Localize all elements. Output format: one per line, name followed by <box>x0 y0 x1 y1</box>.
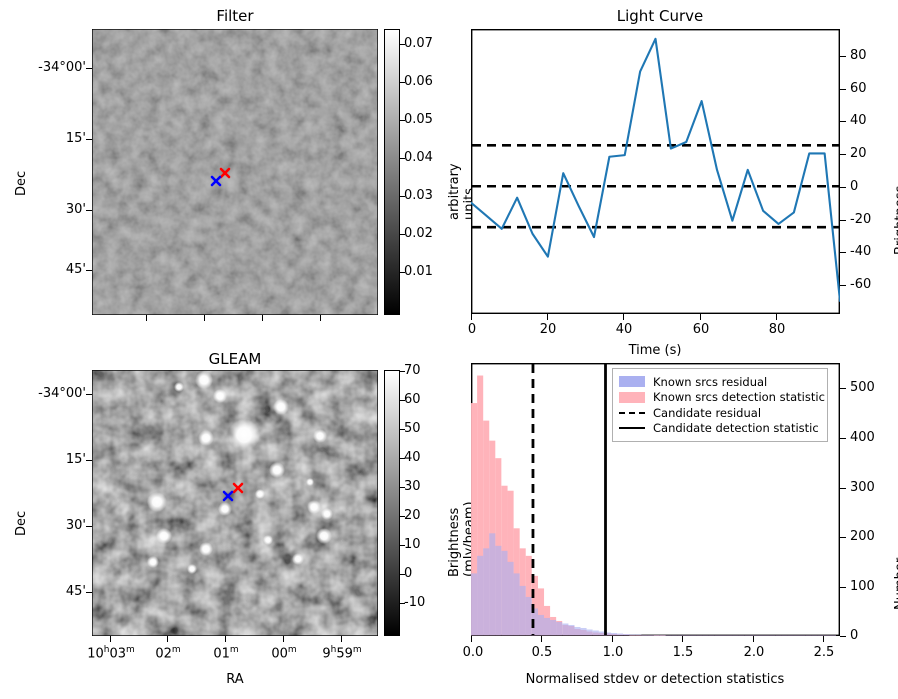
ra-tick-3: 00m <box>271 645 297 662</box>
histogram-threshold-lines <box>531 364 607 635</box>
lightcurve-ylabel: Brightness (mJy/beam) <box>893 185 898 255</box>
legend-line-dashed <box>619 411 645 414</box>
filter-colorbar-gradient <box>384 29 400 315</box>
histogram-ylabel: Number of Sources <box>893 557 898 610</box>
lightcurve-plot <box>471 29 840 314</box>
gleam-colorbar-gradient <box>384 370 400 636</box>
ra-tick-2: 01m <box>213 645 239 662</box>
gleam-title: GLEAM <box>208 350 262 368</box>
histogram-xlabel: Normalised stdev or detection statistics <box>525 672 785 687</box>
ra-tick-0: 10h03m <box>87 645 135 662</box>
filter-markers <box>210 167 231 187</box>
legend-swatch-detection <box>619 391 645 403</box>
legend-item-candidate-detection-statistic: Candidate detection statistic <box>619 421 820 437</box>
histogram-legend: Known srcs residual Known srcs detection… <box>612 368 828 442</box>
ra-tick-1: 02m <box>155 645 181 662</box>
lightcurve-xlabel: Time (s) <box>628 343 682 358</box>
gleam-sky-image <box>92 370 378 636</box>
lightcurve-threshold-lines <box>472 143 839 229</box>
legend-item-known-srcs-detection-statistic: Known srcs detection statistic <box>619 390 825 406</box>
filter-title: Filter <box>216 7 254 25</box>
lightcurve-series <box>471 37 840 302</box>
filter-sky-image <box>92 29 378 315</box>
lightcurve-title: Light Curve <box>616 7 704 25</box>
legend-swatch-residual <box>619 376 645 388</box>
filter-ylabel: Dec <box>14 170 29 196</box>
gleam-xlabel: RA <box>226 672 244 687</box>
histogram-bars-residual <box>471 533 836 636</box>
gleam-markers <box>222 482 244 502</box>
legend-line-solid <box>619 427 645 430</box>
gleam-point-sources <box>147 371 333 574</box>
gleam-ylabel: Dec <box>14 510 29 536</box>
legend-item-known-srcs-residual: Known srcs residual <box>619 374 820 390</box>
legend-item-candidate-residual: Candidate residual <box>619 405 820 421</box>
ra-tick-4: 9h59m <box>322 645 362 662</box>
